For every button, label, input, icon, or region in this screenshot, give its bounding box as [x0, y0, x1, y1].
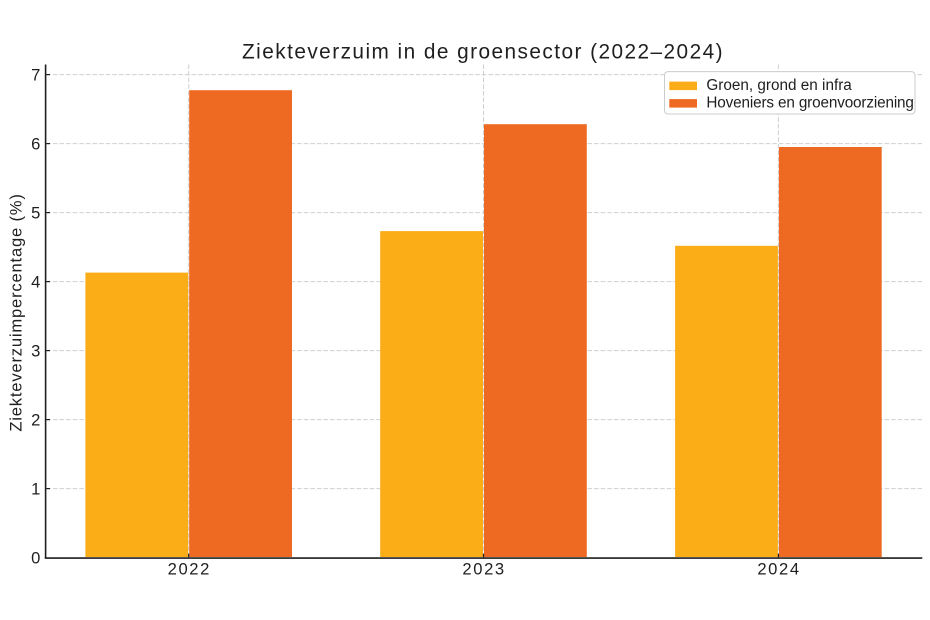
- svg-text:7: 7: [31, 66, 40, 85]
- svg-text:Ziekteverzuim in de groensecto: Ziekteverzuim in de groensector (2022–20…: [242, 40, 724, 63]
- svg-text:2024: 2024: [757, 560, 800, 579]
- svg-text:2023: 2023: [462, 560, 505, 579]
- svg-text:Groen, grond en infra: Groen, grond en infra: [706, 77, 852, 94]
- svg-text:6: 6: [31, 135, 40, 154]
- svg-text:0: 0: [31, 549, 40, 568]
- svg-text:4: 4: [31, 273, 40, 292]
- svg-text:2: 2: [31, 411, 40, 430]
- svg-text:Ziekteverzuimpercentage (%): Ziekteverzuimpercentage (%): [7, 193, 26, 431]
- svg-text:1: 1: [31, 480, 40, 499]
- svg-text:3: 3: [31, 342, 40, 361]
- svg-text:2022: 2022: [168, 560, 211, 579]
- svg-text:5: 5: [31, 204, 40, 223]
- svg-text:Hoveniers en groenvoorziening: Hoveniers en groenvoorziening: [706, 95, 913, 112]
